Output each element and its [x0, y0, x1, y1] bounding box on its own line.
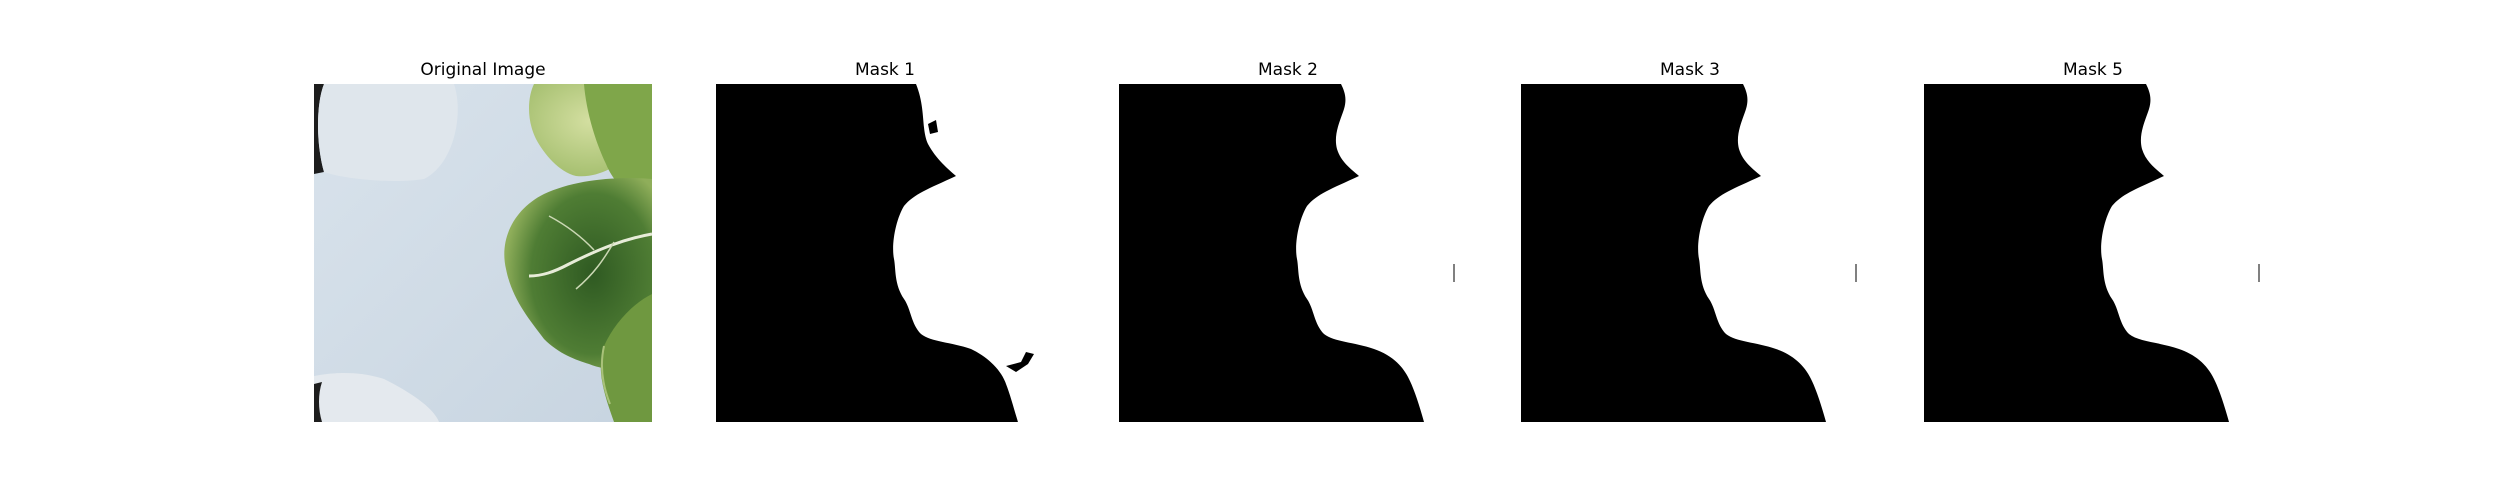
hole-rim-top	[314, 84, 324, 174]
mask-1-svg	[716, 84, 1054, 422]
hole-bottom	[314, 372, 439, 422]
mask-artifact	[1001, 332, 1054, 422]
leaf-bottom-vein	[601, 345, 611, 405]
mask-image	[1924, 84, 2262, 422]
mask-image	[1119, 84, 1457, 422]
leaf-vein-main	[528, 232, 653, 278]
panel-title: Mask 5	[2062, 60, 2123, 80]
mask-foreground	[893, 84, 1054, 422]
leaf-vein-branch	[548, 215, 595, 251]
original-photo	[314, 84, 653, 422]
panel-title: Mask 2	[1257, 60, 1318, 80]
leaf-vein-branch	[575, 241, 615, 290]
leaf-top-right	[584, 84, 652, 197]
mask-foreground	[1296, 84, 1457, 422]
panel-title: Mask 3	[1659, 60, 1720, 80]
mask-notch	[928, 120, 938, 134]
mask-foreground	[2101, 84, 2262, 422]
hole-rim-bottom	[314, 382, 322, 422]
leaf-dark	[504, 178, 652, 370]
mask-image	[1521, 84, 1859, 422]
panel-title: Original Image	[420, 60, 546, 80]
leaf-bottom	[600, 294, 652, 422]
mask-hole	[1006, 352, 1034, 372]
original-photo-svg	[314, 84, 653, 422]
mask-5-svg	[1924, 84, 2262, 422]
mask-2-svg	[1119, 84, 1457, 422]
panel-title: Mask 1	[854, 60, 915, 80]
mask-foreground	[1698, 84, 1859, 422]
mask-3-svg	[1521, 84, 1859, 422]
hole-top	[318, 84, 458, 182]
mask-image	[716, 84, 1054, 422]
